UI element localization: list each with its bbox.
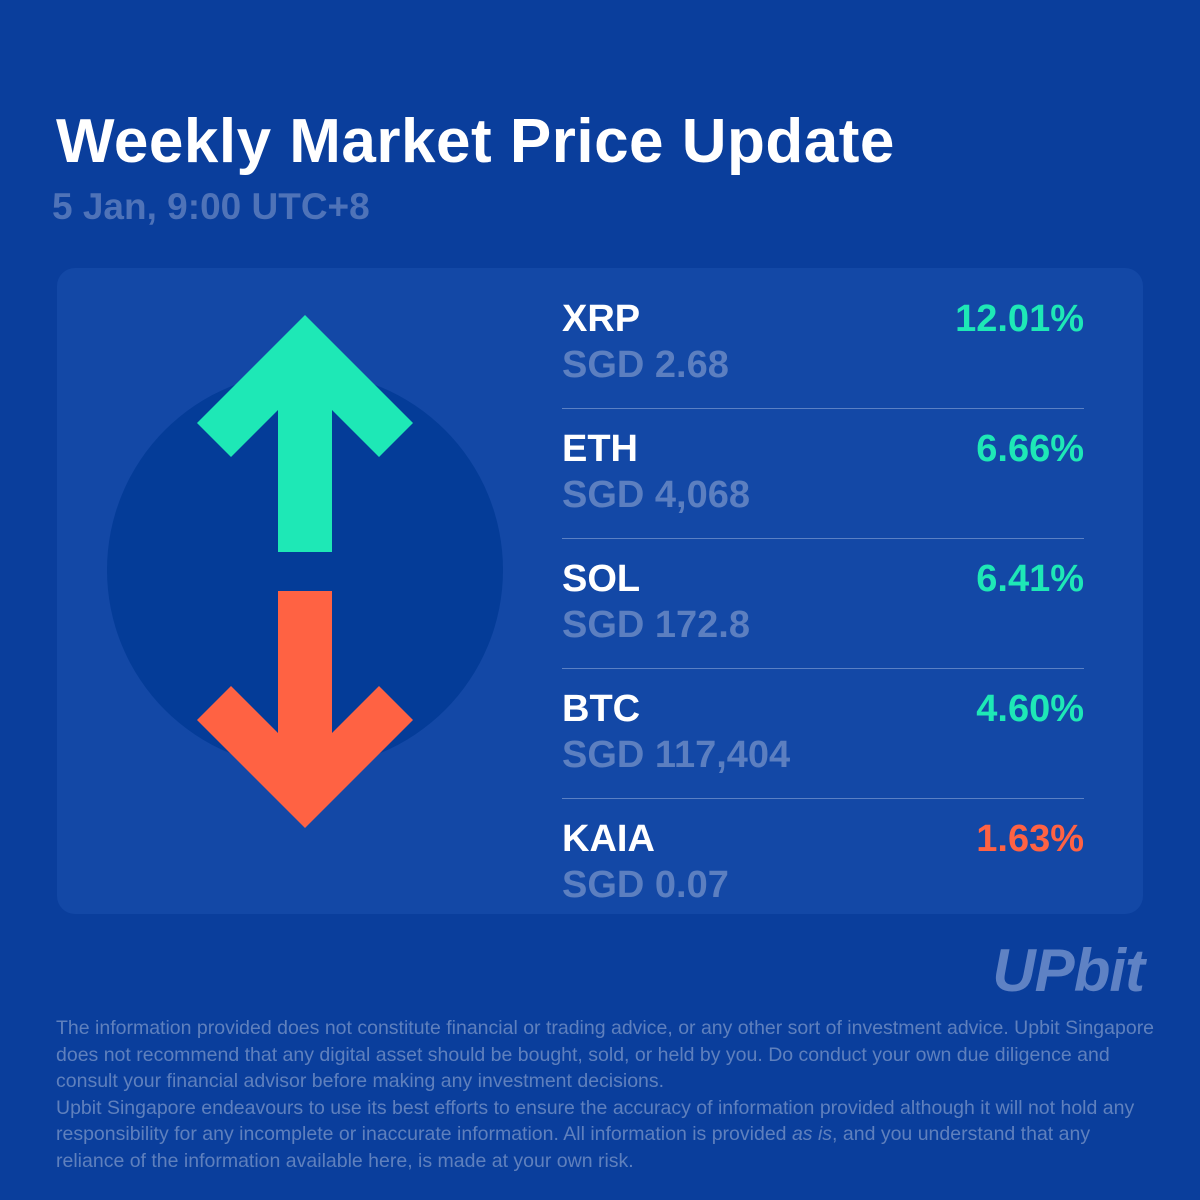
coin-symbol: BTC [562, 688, 641, 730]
upbit-logo: UPbit [992, 937, 1145, 1004]
disclaimer-text: The information provided does not consti… [56, 1015, 1156, 1174]
disclaimer-paragraph-2-end: , and you understand that any reliance o… [56, 1123, 1091, 1172]
coin-price: SGD 117,404 [562, 734, 791, 776]
disclaimer-paragraph-2: Upbit Singapore endeavours to use its be… [56, 1095, 1156, 1175]
disclaimer-emphasis: as is [791, 1123, 833, 1145]
update-timestamp: 5 Jan, 9:00 UTC+8 [52, 186, 370, 227]
graphic-background-circle [107, 372, 503, 768]
coin-row-btc: BTC SGD 117,404 4.60% [562, 668, 1084, 799]
coin-row-sol: SOL SGD 172.8 6.41% [562, 538, 1084, 669]
coin-price: SGD 4,068 [562, 474, 750, 516]
coin-row-xrp: XRP SGD 2.68 12.01% [562, 278, 1084, 409]
coin-symbol: XRP [562, 298, 641, 340]
page-title: Weekly Market Price Update [56, 107, 895, 176]
coin-price: SGD 0.07 [562, 864, 729, 906]
arrow-up-icon [197, 315, 413, 552]
coin-row-kaia: KAIA SGD 0.07 1.63% [562, 798, 1084, 928]
arrow-down-icon [197, 591, 413, 828]
coin-symbol: KAIA [562, 818, 655, 860]
coin-symbol: SOL [562, 558, 641, 600]
coin-change: 1.63% [976, 818, 1084, 860]
coin-change: 6.41% [976, 558, 1084, 600]
coin-symbol: ETH [562, 428, 638, 470]
coin-change: 6.66% [976, 428, 1084, 470]
disclaimer-paragraph-2-start: Upbit Singapore endeavours to use its be… [56, 1096, 1135, 1146]
coin-change: 12.01% [955, 298, 1084, 340]
disclaimer-paragraph-1: The information provided does not consti… [56, 1017, 1155, 1092]
coin-change: 4.60% [976, 688, 1084, 730]
coin-price: SGD 172.8 [562, 604, 750, 646]
coin-price: SGD 2.68 [562, 344, 729, 386]
price-panel [57, 268, 1143, 914]
coin-row-eth: ETH SGD 4,068 6.66% [562, 408, 1084, 539]
price-movement-graphic [107, 315, 503, 828]
